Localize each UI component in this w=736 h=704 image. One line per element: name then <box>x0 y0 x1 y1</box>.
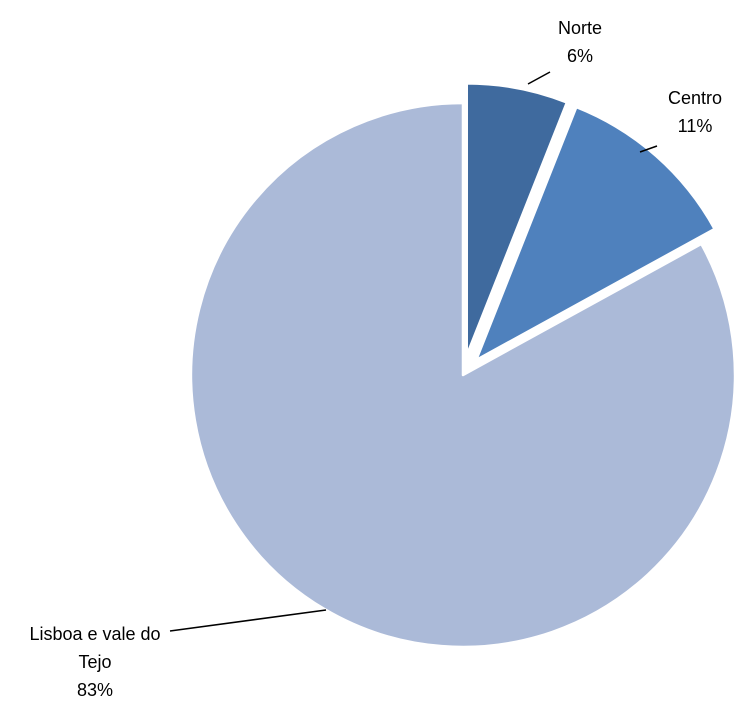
value-label: 83% <box>76 680 114 700</box>
leader-line <box>639 145 658 153</box>
category-label: Lisboa e vale do Tejo <box>29 624 161 672</box>
leader-line <box>527 71 551 85</box>
value-label: 6% <box>566 46 593 66</box>
category-label: Norte <box>557 18 602 38</box>
value-label: 11% <box>677 116 713 136</box>
pie-slice <box>465 82 569 357</box>
category-label: Centro <box>667 88 723 108</box>
data-label: Centro 11% <box>635 84 736 140</box>
data-label: Norte 6% <box>520 14 640 70</box>
pie-slice <box>474 105 716 362</box>
pie-slice <box>189 101 736 649</box>
leader-line <box>169 609 327 632</box>
data-label: Lisboa e vale do Tejo 83% <box>28 620 163 704</box>
